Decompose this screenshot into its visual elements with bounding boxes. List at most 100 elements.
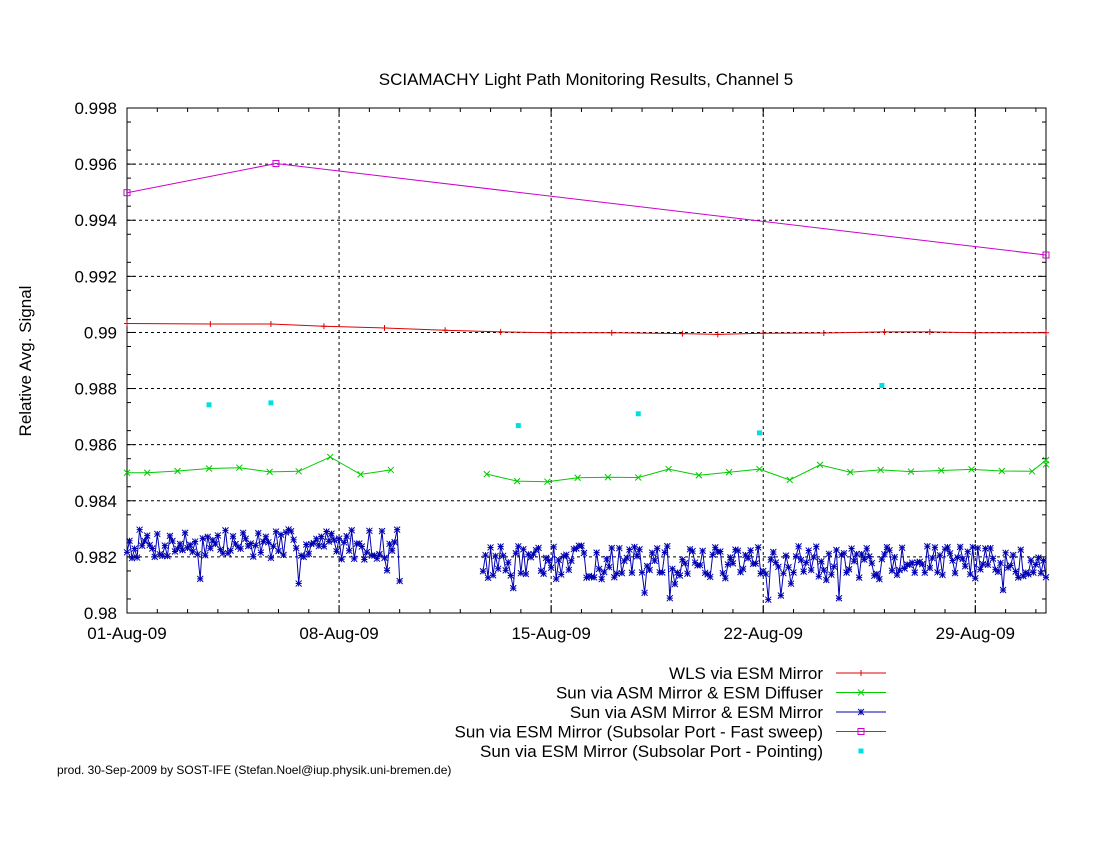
data-point	[123, 189, 131, 197]
data-point	[668, 565, 676, 573]
data-point	[504, 558, 512, 566]
data-point	[638, 569, 646, 576]
data-point	[169, 537, 176, 545]
data-point	[386, 540, 393, 548]
data-point	[989, 555, 997, 562]
data-point	[345, 547, 353, 555]
data-point	[320, 323, 327, 330]
data-point	[297, 552, 305, 559]
data-point	[1042, 251, 1050, 259]
data-point	[946, 549, 954, 557]
data-point	[858, 550, 866, 558]
series-line	[127, 456, 391, 475]
data-point	[320, 543, 328, 550]
data-point	[944, 543, 951, 551]
data-point	[318, 533, 325, 540]
data-point	[1042, 460, 1050, 468]
legend-label: Sun via ESM Mirror (Subsolar Port - Fast…	[455, 723, 823, 742]
data-point	[520, 545, 527, 553]
data-point	[489, 571, 497, 579]
data-point	[343, 532, 351, 540]
data-point	[158, 552, 166, 560]
data-point	[999, 586, 1007, 594]
data-point	[868, 559, 876, 567]
data-point	[151, 553, 159, 561]
y-tick-label: 0.994	[74, 211, 117, 230]
data-point	[514, 542, 522, 550]
data-point	[141, 537, 149, 545]
data-point	[631, 543, 638, 551]
series-line	[486, 459, 1047, 483]
data-point	[643, 562, 651, 570]
data-point	[865, 553, 873, 560]
data-point	[756, 430, 762, 436]
data-point	[725, 468, 733, 476]
chart-title: SCIAMACHY Light Path Monitoring Results,…	[379, 70, 794, 89]
data-point	[590, 574, 598, 581]
data-point	[634, 474, 642, 481]
data-point	[1019, 572, 1027, 580]
data-point	[487, 544, 494, 551]
data-point	[222, 527, 229, 534]
data-point	[901, 565, 908, 572]
data-point	[300, 553, 308, 561]
data-point	[585, 572, 593, 580]
data-point	[982, 545, 989, 552]
data-point	[752, 560, 760, 567]
data-point	[381, 554, 388, 562]
data-point	[666, 594, 674, 602]
data-point	[153, 530, 161, 538]
data-point	[512, 549, 520, 557]
data-point	[310, 539, 318, 547]
data-point	[340, 538, 348, 546]
y-tick-label: 0.992	[74, 267, 117, 286]
data-point	[574, 474, 582, 482]
data-point	[1032, 561, 1040, 568]
data-point	[191, 538, 199, 545]
data-point	[949, 557, 956, 564]
data-point	[977, 566, 984, 573]
data-point	[923, 542, 931, 550]
data-point	[214, 532, 222, 539]
data-point	[805, 547, 813, 554]
data-point	[633, 552, 641, 560]
data-point	[936, 551, 944, 559]
data-point	[229, 532, 237, 540]
data-point	[290, 536, 297, 544]
data-point	[966, 570, 974, 578]
y-axis-label: Relative Avg. Signal	[16, 286, 35, 437]
data-point	[570, 545, 578, 553]
data-point	[747, 546, 754, 554]
data-point	[937, 467, 945, 474]
data-point	[307, 540, 315, 548]
data-point	[217, 546, 224, 554]
data-point	[1024, 570, 1032, 578]
data-point	[833, 546, 840, 554]
data-point	[133, 554, 141, 561]
data-point	[1017, 546, 1025, 554]
data-point	[1012, 568, 1020, 575]
data-point	[580, 549, 588, 557]
data-point	[857, 728, 865, 735]
data-point	[623, 554, 631, 562]
data-point	[931, 544, 939, 551]
data-point	[734, 547, 742, 555]
data-point	[684, 570, 691, 578]
legend-label: Sun via ASM Mirror & ESM Diffuser	[556, 684, 823, 703]
data-point	[517, 569, 525, 577]
data-point	[199, 534, 207, 542]
data-point	[646, 566, 653, 574]
data-point	[166, 532, 174, 540]
data-point	[497, 328, 504, 335]
data-point	[237, 545, 244, 553]
data-point	[285, 526, 292, 533]
grid-lines	[127, 108, 1046, 613]
data-point	[383, 567, 391, 574]
data-point	[181, 529, 189, 537]
data-point	[268, 400, 274, 406]
data-point	[853, 550, 860, 558]
data-point	[540, 570, 547, 578]
data-point	[206, 544, 214, 552]
y-tick-label: 0.998	[74, 99, 117, 118]
series-3	[123, 160, 1050, 259]
